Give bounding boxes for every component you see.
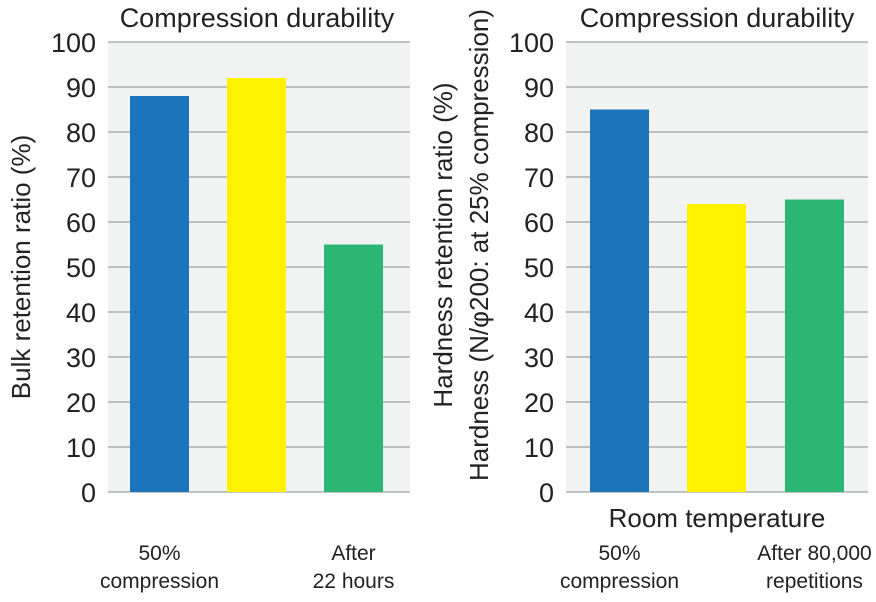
y-axis-label: Hardness retention ratio (%) (428, 82, 458, 407)
bar-3 (785, 199, 844, 492)
y-tick-label: 90 (66, 73, 96, 103)
y-tick-label: 30 (66, 343, 96, 373)
y-tick-label: 80 (66, 118, 96, 148)
y-tick-label: 20 (66, 388, 96, 418)
y-tick-label: 100 (51, 28, 96, 58)
chart-2: 0 10 20 30 40 50 60 70 80 90 100 Compression durabi… (428, 3, 872, 593)
y-tick-label: 60 (524, 208, 554, 238)
chart-1: 0 10 20 30 40 50 60 70 80 90 100 Compression durabi… (6, 3, 410, 593)
y-tick-label: 70 (524, 163, 554, 193)
bar-1 (130, 96, 189, 492)
category-label: 50% compression (560, 542, 679, 593)
y-tick-label: 60 (66, 208, 96, 238)
y-tick-label: 10 (66, 433, 96, 463)
category-label: After 22 hours (313, 542, 395, 593)
y-axis-label: Bulk retention ratio (%) (6, 135, 36, 399)
y-tick-label: 70 (66, 163, 96, 193)
category-label: 50% compression (100, 542, 219, 593)
x-axis-label: Room temperature (609, 503, 826, 533)
y-tick-label: 50 (524, 253, 554, 283)
y-tick-label: 0 (539, 478, 554, 508)
bar-3 (324, 244, 383, 492)
bar-2 (687, 204, 746, 492)
chart-title: Compression durability (120, 3, 395, 33)
y-tick-label: 30 (524, 343, 554, 373)
y-tick-label: 20 (524, 388, 554, 418)
chart-title: Compression durability (580, 3, 855, 33)
y-tick-label: 10 (524, 433, 554, 463)
y-axis-label: Hardness (N/φ200: at 25% compression) (464, 9, 494, 481)
y-tick-label: 90 (524, 73, 554, 103)
bar-2 (227, 78, 286, 492)
y-tick-label: 100 (509, 28, 554, 58)
y-tick-label: 40 (524, 298, 554, 328)
category-label: After 80,000 repetitions (757, 542, 871, 593)
y-tick-label: 40 (66, 298, 96, 328)
y-tick-label: 0 (81, 478, 96, 508)
y-tick-label: 80 (524, 118, 554, 148)
y-tick-label: 50 (66, 253, 96, 283)
bar-1 (590, 109, 649, 492)
